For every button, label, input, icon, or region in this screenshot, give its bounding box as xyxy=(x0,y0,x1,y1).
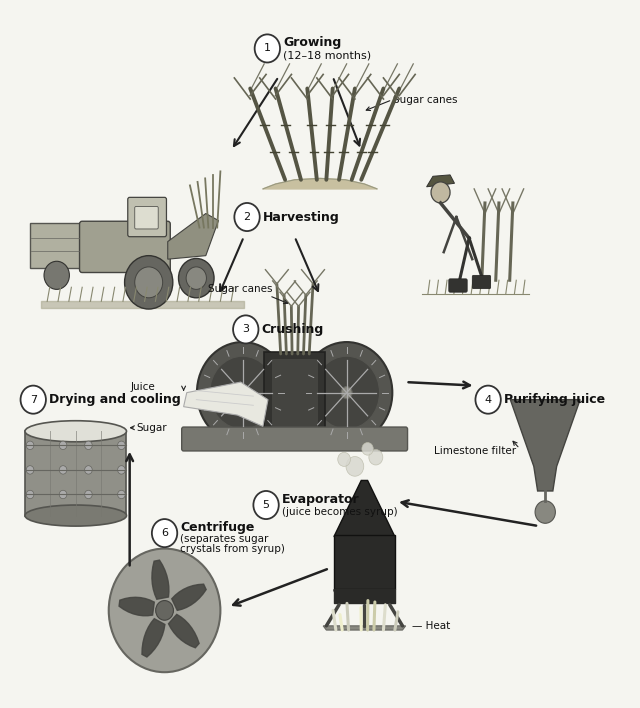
Circle shape xyxy=(26,441,34,450)
Circle shape xyxy=(186,267,207,290)
Polygon shape xyxy=(263,178,377,189)
Text: — Heat: — Heat xyxy=(412,621,451,631)
FancyBboxPatch shape xyxy=(264,352,325,433)
Circle shape xyxy=(253,491,279,519)
Circle shape xyxy=(152,519,177,547)
FancyBboxPatch shape xyxy=(128,198,166,236)
Circle shape xyxy=(301,342,392,443)
Circle shape xyxy=(125,256,173,309)
Text: 7: 7 xyxy=(29,394,36,405)
Ellipse shape xyxy=(25,421,127,442)
Text: Limestone filter: Limestone filter xyxy=(434,446,516,456)
Circle shape xyxy=(314,356,380,429)
Text: (juice becomes syrup): (juice becomes syrup) xyxy=(282,507,397,517)
Circle shape xyxy=(210,356,275,429)
Circle shape xyxy=(156,600,173,620)
Circle shape xyxy=(44,261,69,290)
Circle shape xyxy=(197,342,288,443)
FancyBboxPatch shape xyxy=(271,358,318,428)
Polygon shape xyxy=(510,399,580,491)
Polygon shape xyxy=(172,584,206,610)
Text: 5: 5 xyxy=(262,500,269,510)
Circle shape xyxy=(535,501,556,523)
Text: Centrifuge: Centrifuge xyxy=(180,521,255,534)
Text: Harvesting: Harvesting xyxy=(263,210,340,224)
Circle shape xyxy=(369,450,383,465)
Circle shape xyxy=(362,442,373,455)
Circle shape xyxy=(338,452,351,467)
FancyBboxPatch shape xyxy=(449,279,467,292)
Circle shape xyxy=(60,441,67,450)
Circle shape xyxy=(255,35,280,62)
Text: 2: 2 xyxy=(243,212,251,222)
Circle shape xyxy=(135,267,163,298)
Text: Purifying juice: Purifying juice xyxy=(504,393,605,406)
Circle shape xyxy=(431,182,450,203)
Text: Growing: Growing xyxy=(284,36,342,50)
Polygon shape xyxy=(323,626,406,630)
Polygon shape xyxy=(168,214,218,259)
Text: Drying and cooling: Drying and cooling xyxy=(49,393,181,406)
Circle shape xyxy=(84,490,92,498)
FancyBboxPatch shape xyxy=(25,431,127,515)
Circle shape xyxy=(237,387,248,399)
Text: Evaporator: Evaporator xyxy=(282,493,360,506)
Text: crystals from syrup): crystals from syrup) xyxy=(180,544,285,554)
Circle shape xyxy=(118,466,125,474)
Circle shape xyxy=(118,441,125,450)
Text: 1: 1 xyxy=(264,43,271,53)
Circle shape xyxy=(60,490,67,498)
FancyBboxPatch shape xyxy=(182,427,408,451)
Text: (12–18 months): (12–18 months) xyxy=(284,50,371,60)
FancyBboxPatch shape xyxy=(30,222,80,268)
Circle shape xyxy=(26,490,34,498)
Circle shape xyxy=(20,386,46,413)
FancyBboxPatch shape xyxy=(135,207,158,229)
Polygon shape xyxy=(184,382,268,426)
Circle shape xyxy=(84,466,92,474)
Polygon shape xyxy=(119,598,154,616)
Circle shape xyxy=(341,387,352,399)
Polygon shape xyxy=(427,175,454,187)
FancyBboxPatch shape xyxy=(79,221,170,273)
Text: 6: 6 xyxy=(161,528,168,538)
Circle shape xyxy=(179,258,214,298)
Text: Sugar canes: Sugar canes xyxy=(209,285,273,295)
Polygon shape xyxy=(152,560,169,599)
Circle shape xyxy=(26,466,34,474)
FancyBboxPatch shape xyxy=(472,275,491,289)
Text: Sugar: Sugar xyxy=(136,423,166,433)
Circle shape xyxy=(109,549,220,672)
Circle shape xyxy=(346,457,364,476)
Polygon shape xyxy=(142,619,165,657)
Text: (separates sugar: (separates sugar xyxy=(180,534,269,544)
Text: Juice: Juice xyxy=(131,382,155,392)
Circle shape xyxy=(476,386,501,413)
Circle shape xyxy=(60,466,67,474)
Polygon shape xyxy=(334,481,395,537)
Text: Sugar canes: Sugar canes xyxy=(393,95,458,105)
Circle shape xyxy=(84,441,92,450)
Text: 3: 3 xyxy=(243,324,249,334)
Circle shape xyxy=(118,490,125,498)
Text: Crushing: Crushing xyxy=(262,323,324,336)
Polygon shape xyxy=(168,615,199,648)
Text: 4: 4 xyxy=(484,394,492,405)
FancyBboxPatch shape xyxy=(334,535,395,589)
Ellipse shape xyxy=(25,505,127,526)
Circle shape xyxy=(234,203,260,231)
Circle shape xyxy=(233,315,259,343)
